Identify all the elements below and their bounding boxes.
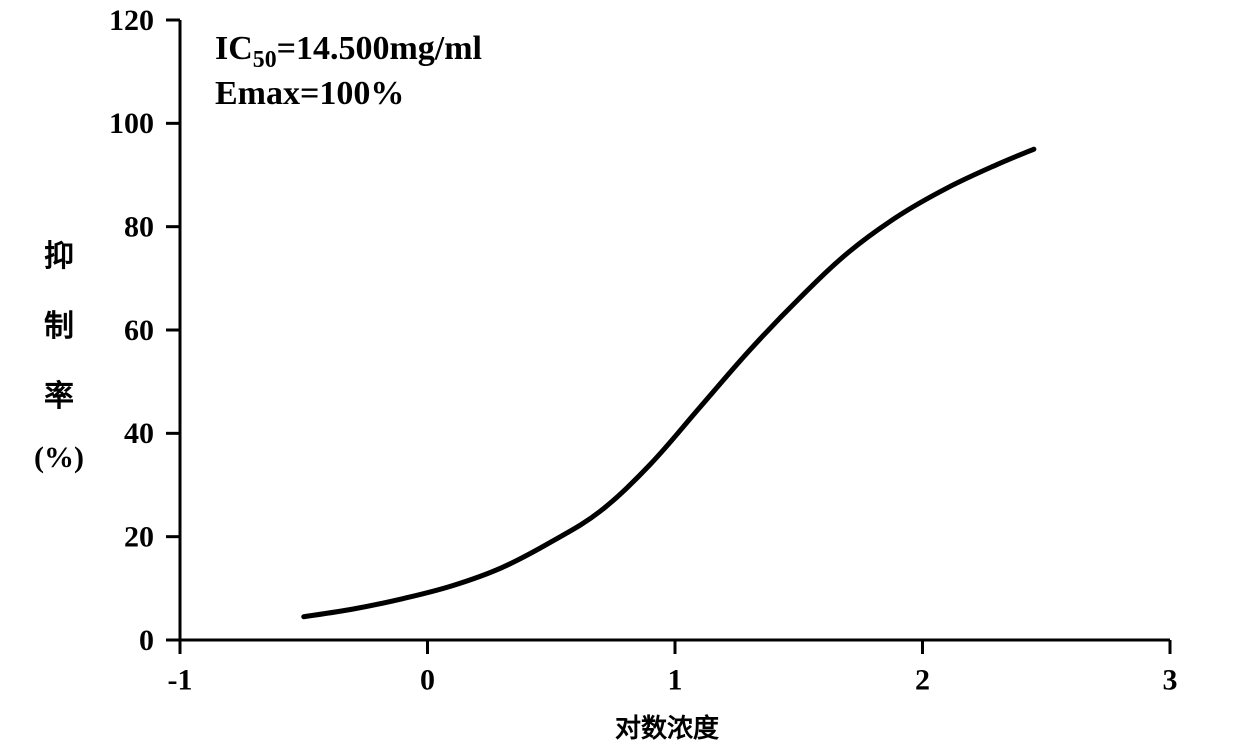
dose-response-chart: -1 0 1 2 3 0 20 40 60 80 100 120 抑制率 (%) IC50=14.500… [0,0,1240,747]
x-axis-label: 对数浓度 [615,708,719,745]
chart-svg: -1 0 1 2 3 0 20 40 60 80 100 120 [0,0,1240,747]
x-tick-label: 2 [915,664,930,697]
ic50-rest: =14.500mg/ml [277,30,482,67]
x-tick-label: -1 [168,664,193,697]
y-axis-label-char: 率 [44,371,74,415]
ic50-sub: 50 [253,47,277,73]
ic50-prefix: IC [215,30,253,67]
x-tick-label: 0 [420,664,435,697]
y-tick-label: 60 [124,314,154,347]
y-tick-label: 40 [124,417,154,450]
y-axis-label-char: (%) [34,441,84,475]
emax-annotation: Emax=100% [215,75,404,113]
y-tick-label: 80 [124,211,154,244]
y-axis-label: 抑制率 (%) [34,231,84,475]
x-tick-label: 3 [1163,664,1178,697]
y-tick-label: 100 [109,107,154,140]
x-tick-label: 1 [668,664,683,697]
y-axis-label-char: 抑 [44,231,74,275]
y-tick-label: 20 [124,521,154,554]
y-tick-label: 120 [109,4,154,37]
dose-response-curve [304,149,1034,617]
ic50-annotation: IC50=14.500mg/ml [215,30,482,74]
y-tick-label: 0 [139,624,154,657]
y-axis-label-char: 制 [44,301,74,345]
